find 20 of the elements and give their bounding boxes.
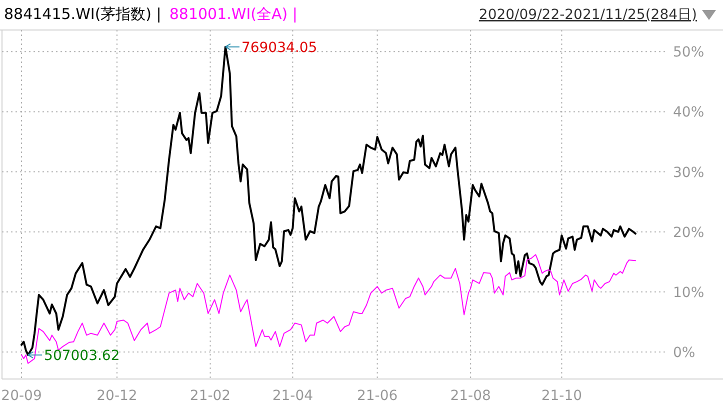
y-tick-label: 30% — [673, 164, 704, 181]
text: 8841415.WI(茅指数) | — [4, 5, 162, 23]
x-tick-label: 21-06 — [356, 388, 398, 404]
x-tick-label: 21-10 — [541, 388, 582, 404]
annotation: 769034.05 — [224, 40, 318, 56]
y-tick-label: 0% — [673, 344, 696, 361]
chart-subtitle: 2020/09/22-2021/11/25(284日) — [478, 7, 697, 23]
x-tick-label: 21-02 — [190, 388, 231, 404]
x-tick-label: 20-09 — [1, 388, 42, 404]
y-tick-label: 10% — [673, 284, 704, 301]
x-tick-label: 21-04 — [272, 388, 314, 404]
y-tick-label: 20% — [673, 224, 704, 241]
annotation: 769034.05 — [241, 40, 318, 56]
x-tick-label: 20-12 — [96, 388, 138, 404]
text: 881001.WI(全A) | — [169, 5, 298, 23]
annotation: 507003.62 — [28, 348, 120, 364]
y-tick-label: 50% — [673, 44, 704, 61]
annotation: 507003.62 — [44, 348, 120, 364]
y-tick-label: 40% — [673, 104, 704, 121]
x-tick-label: 21-08 — [450, 388, 491, 404]
